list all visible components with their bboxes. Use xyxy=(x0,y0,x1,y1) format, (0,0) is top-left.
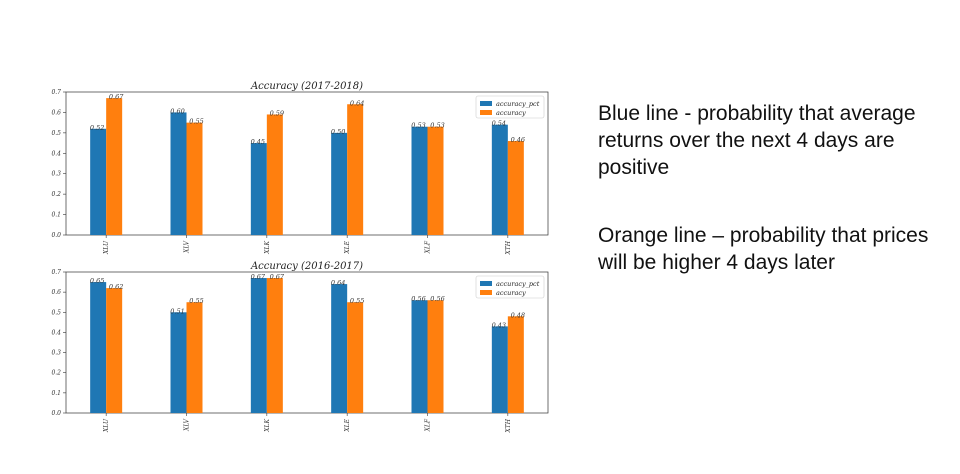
legend-label: accuracy_pct xyxy=(496,280,540,288)
chart-title: Accuracy (2017-2018) xyxy=(250,81,363,92)
data-label: 0.60 xyxy=(170,107,184,115)
y-tick-label: 0.7 xyxy=(51,89,61,96)
data-label: 0.48 xyxy=(511,311,525,319)
bar-accuracy-XLV xyxy=(186,122,203,235)
orange-line-note: Orange line – probability that prices wi… xyxy=(598,224,929,274)
data-label: 0.59 xyxy=(270,109,284,117)
data-label: 0.51 xyxy=(170,307,184,315)
legend xyxy=(475,275,545,299)
bar-accuracy-XLV xyxy=(186,302,203,413)
x-tick-label: XLE xyxy=(344,240,351,254)
data-label: 0.56 xyxy=(411,295,425,303)
data-label: 0.50 xyxy=(331,128,345,136)
legend-swatch xyxy=(480,281,492,286)
y-tick-label: 0.1 xyxy=(51,390,61,397)
y-tick-label: 0.3 xyxy=(51,350,61,357)
x-tick-label: XLV xyxy=(184,418,191,432)
bar-accuracy_pct-XLV xyxy=(170,112,187,235)
chart-2: Accuracy (2016-2017) 0.0 0.1 0.2 0.3 0.4 0.5 0.… xyxy=(51,261,549,434)
bar-accuracy-XLE xyxy=(347,302,364,413)
data-label: 0.67 xyxy=(109,93,124,101)
plot-frame xyxy=(65,271,549,414)
data-label: 0.55 xyxy=(350,297,364,305)
bar-accuracy_pct-XLV xyxy=(170,312,187,413)
bar-accuracy-XLF xyxy=(427,126,444,235)
bar-accuracy_pct-XTH xyxy=(491,326,508,413)
y-tick-label: 0.7 xyxy=(51,269,61,276)
legend-swatch xyxy=(480,290,492,295)
x-tick-label: XLK xyxy=(264,418,271,432)
x-tick-label: XLK xyxy=(264,240,271,254)
bar-accuracy_pct-XLU xyxy=(90,128,107,235)
y-tick-label: 0.5 xyxy=(51,130,61,137)
data-label: 0.67 xyxy=(251,273,266,281)
x-tick-label: XLF xyxy=(425,418,432,432)
plot-frame xyxy=(65,91,549,236)
bar-accuracy_pct-XLF xyxy=(411,300,428,413)
x-tick-label: XLF xyxy=(425,240,432,254)
legend-label: accuracy_pct xyxy=(496,100,540,108)
data-label: 0.67 xyxy=(270,273,285,281)
y-tick-label: 0.1 xyxy=(51,212,61,219)
data-label: 0.52 xyxy=(90,124,104,132)
data-label: 0.53 xyxy=(411,122,425,130)
data-label: 0.64 xyxy=(331,279,345,287)
y-tick-label: 0.4 xyxy=(51,329,61,336)
data-label: 0.45 xyxy=(251,138,265,146)
data-label: 0.65 xyxy=(90,277,104,285)
bar-accuracy_pct-XLK xyxy=(250,143,267,235)
bar-accuracy-XTH xyxy=(507,316,524,413)
data-label: 0.62 xyxy=(109,283,123,291)
bar-accuracy_pct-XLE xyxy=(331,284,348,413)
bar-accuracy_pct-XTH xyxy=(491,124,508,235)
data-label: 0.64 xyxy=(350,99,364,107)
legend xyxy=(475,95,545,119)
x-tick-label: XLE xyxy=(344,418,351,432)
y-tick-label: 0.2 xyxy=(51,370,61,377)
legend-label: accuracy xyxy=(496,109,526,117)
y-tick-label: 0.6 xyxy=(51,289,61,296)
y-tick-label: 0.5 xyxy=(51,309,61,316)
chart-title: Accuracy (2016-2017) xyxy=(250,261,363,272)
bar-accuracy-XLU xyxy=(106,98,123,235)
y-tick-label: 0.3 xyxy=(51,171,61,178)
legend-swatch xyxy=(480,101,492,106)
x-tick-label: XLU xyxy=(103,240,110,255)
x-tick-label: XTH xyxy=(505,418,512,433)
data-label: 0.55 xyxy=(189,297,203,305)
data-label: 0.43 xyxy=(492,321,506,329)
bar-accuracy-XLK xyxy=(266,278,283,413)
blue-line-note: Blue line - probability that average ret… xyxy=(598,102,916,179)
x-tick-label: XLU xyxy=(103,418,110,433)
bar-accuracy_pct-XLF xyxy=(411,126,428,235)
x-tick-label: XLV xyxy=(184,240,191,254)
bar-accuracy_pct-XLU xyxy=(90,282,107,413)
y-tick-label: 0.6 xyxy=(51,109,61,116)
explanation-notes: Blue line - probability that average ret… xyxy=(598,100,943,276)
data-label: 0.53 xyxy=(430,122,444,130)
y-tick-label: 0.4 xyxy=(51,150,61,157)
legend-swatch xyxy=(480,110,492,115)
x-tick-label: XTH xyxy=(505,240,512,255)
y-tick-label: 0.2 xyxy=(51,191,61,198)
data-label: 0.56 xyxy=(430,295,444,303)
chart-1: Accuracy (2017-2018) 0.0 0.1 0.2 0.3 0.4 0.5 0.… xyxy=(51,81,549,256)
data-label: 0.54 xyxy=(492,120,506,128)
bar-accuracy-XLF xyxy=(427,300,444,413)
data-label: 0.46 xyxy=(511,136,525,144)
y-tick-label: 0.0 xyxy=(51,410,61,417)
bar-accuracy-XLK xyxy=(266,114,283,235)
data-label: 0.55 xyxy=(189,118,203,126)
bar-accuracy-XTH xyxy=(507,141,524,235)
bar-accuracy_pct-XLK xyxy=(250,278,267,413)
y-tick-label: 0.0 xyxy=(51,232,61,239)
bar-accuracy-XLU xyxy=(106,288,123,413)
legend-label: accuracy xyxy=(496,289,526,297)
bar-accuracy_pct-XLE xyxy=(331,132,348,235)
bar-accuracy-XLE xyxy=(347,104,364,235)
